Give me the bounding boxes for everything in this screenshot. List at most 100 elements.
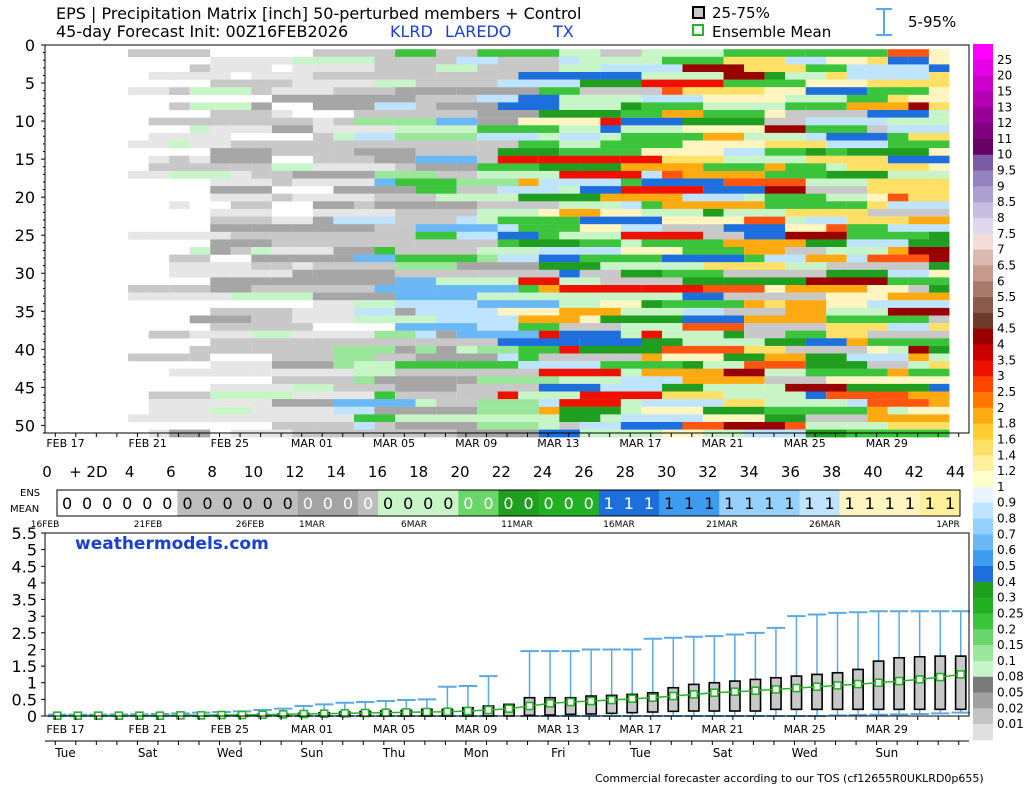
matrix-cell <box>312 338 375 347</box>
matrix-cell <box>333 277 396 286</box>
colorbar-label: 1 <box>997 480 1005 494</box>
matrix-cell <box>128 414 211 423</box>
colorbar-swatch <box>973 376 993 393</box>
matrix-cell <box>169 155 190 164</box>
matrix-cell <box>538 208 560 217</box>
matrix-cell <box>641 102 704 111</box>
colorbar-swatch <box>973 392 993 409</box>
day-axis-label: 6 <box>166 463 176 481</box>
matrix-cell <box>189 345 252 354</box>
matrix-cell <box>846 231 929 240</box>
colorbar-label: 0.2 <box>997 622 1016 636</box>
boxplot-y-tick-label: 1.5 <box>12 657 37 676</box>
colorbar-swatch <box>973 59 993 76</box>
matrix-cell <box>764 399 847 407</box>
matrix-cell <box>764 125 806 134</box>
colorbar-swatch <box>973 566 993 583</box>
colorbar-label: 8.5 <box>997 195 1016 209</box>
ens-mean-cell <box>638 490 660 516</box>
ens-mean-value: 0 <box>222 494 232 513</box>
colorbar-swatch <box>973 455 993 472</box>
matrix-cell <box>682 292 724 301</box>
matrix-cell <box>456 186 498 194</box>
colorbar-label: 10 <box>997 148 1012 162</box>
matrix-cell <box>908 132 950 141</box>
matrix-cell <box>415 231 457 240</box>
matrix-cell <box>374 285 437 293</box>
matrix-cell <box>354 307 396 316</box>
matrix-cell <box>682 201 765 210</box>
matrix-cell <box>210 323 252 331</box>
matrix-cell <box>641 368 724 377</box>
matrix-cell <box>682 170 765 179</box>
matrix-cell <box>908 247 950 255</box>
boxplot-x-date-label: MAR 21 <box>702 723 744 736</box>
matrix-cell <box>826 391 909 400</box>
matrix-cell <box>497 155 539 164</box>
matrix-cell <box>662 170 683 179</box>
iqr-legend-swatch <box>692 6 705 19</box>
matrix-cell <box>210 383 293 392</box>
boxplot-x-date-label: MAR 09 <box>455 723 497 736</box>
matrix-cell <box>477 208 539 217</box>
ens-mean-cell <box>819 490 841 516</box>
matrix-cell <box>456 163 478 172</box>
matrix-cell <box>928 315 950 324</box>
ens-mean-value: 0 <box>343 494 353 513</box>
matrix-cell <box>744 361 806 369</box>
matrix-cell <box>436 170 478 179</box>
matrix-cell <box>148 330 190 339</box>
matrix-cell <box>662 391 724 400</box>
colorbar-swatch <box>973 597 993 614</box>
matrix-cell <box>764 368 806 377</box>
day-axis-label: 40 <box>863 463 882 481</box>
matrix-cell <box>785 208 868 217</box>
matrix-cell <box>538 231 560 240</box>
matrix-cell <box>559 201 621 210</box>
matrix-cell <box>538 110 621 118</box>
matrix-cell <box>764 110 786 118</box>
matrix-cell <box>415 163 457 172</box>
day-axis-label: 10 <box>244 463 263 481</box>
ens-mean-value: 0 <box>182 494 192 513</box>
matrix-cell <box>518 391 580 400</box>
matrix-cell <box>846 102 888 111</box>
matrix-cell <box>559 285 642 293</box>
matrix-cell <box>354 422 375 430</box>
matrix-cell <box>867 178 929 187</box>
matrix-cell <box>908 216 950 225</box>
mean-marker <box>504 704 514 713</box>
matrix-cell <box>210 56 293 65</box>
matrix-cell <box>887 406 909 415</box>
matrix-cell <box>867 414 950 423</box>
matrix-cell <box>620 125 683 134</box>
matrix-cell <box>620 330 642 339</box>
matrix-cell <box>764 285 786 293</box>
matrix-x-date-label: MAR 17 <box>619 437 661 450</box>
matrix-cell <box>333 231 416 240</box>
matrix-cell <box>579 239 621 248</box>
matrix-cell <box>251 155 272 164</box>
matrix-cell <box>271 353 334 362</box>
matrix-cell <box>744 300 765 308</box>
matrix-cell <box>415 330 437 339</box>
matrix-cell <box>559 345 580 354</box>
matrix-cell <box>785 285 868 293</box>
ens-mean-label-top: ENS <box>20 488 40 499</box>
matrix-cell <box>805 125 868 134</box>
matrix-cell <box>805 102 847 111</box>
matrix-cell <box>662 110 704 118</box>
ens-mean-value: 0 <box>122 494 132 513</box>
matrix-cell <box>559 269 580 278</box>
matrix-cell <box>826 300 868 308</box>
boxplot-x-day-label: Mon <box>464 746 489 760</box>
matrix-cell <box>251 368 272 377</box>
matrix-cell <box>682 140 765 149</box>
ens-mean-value: 1 <box>684 494 694 513</box>
day-axis-label: 16 <box>368 463 387 481</box>
mean-marker <box>402 708 411 717</box>
matrix-cell <box>312 201 354 210</box>
matrix-cell <box>333 186 396 194</box>
matrix-cell <box>559 56 580 65</box>
matrix-cell <box>723 292 745 301</box>
